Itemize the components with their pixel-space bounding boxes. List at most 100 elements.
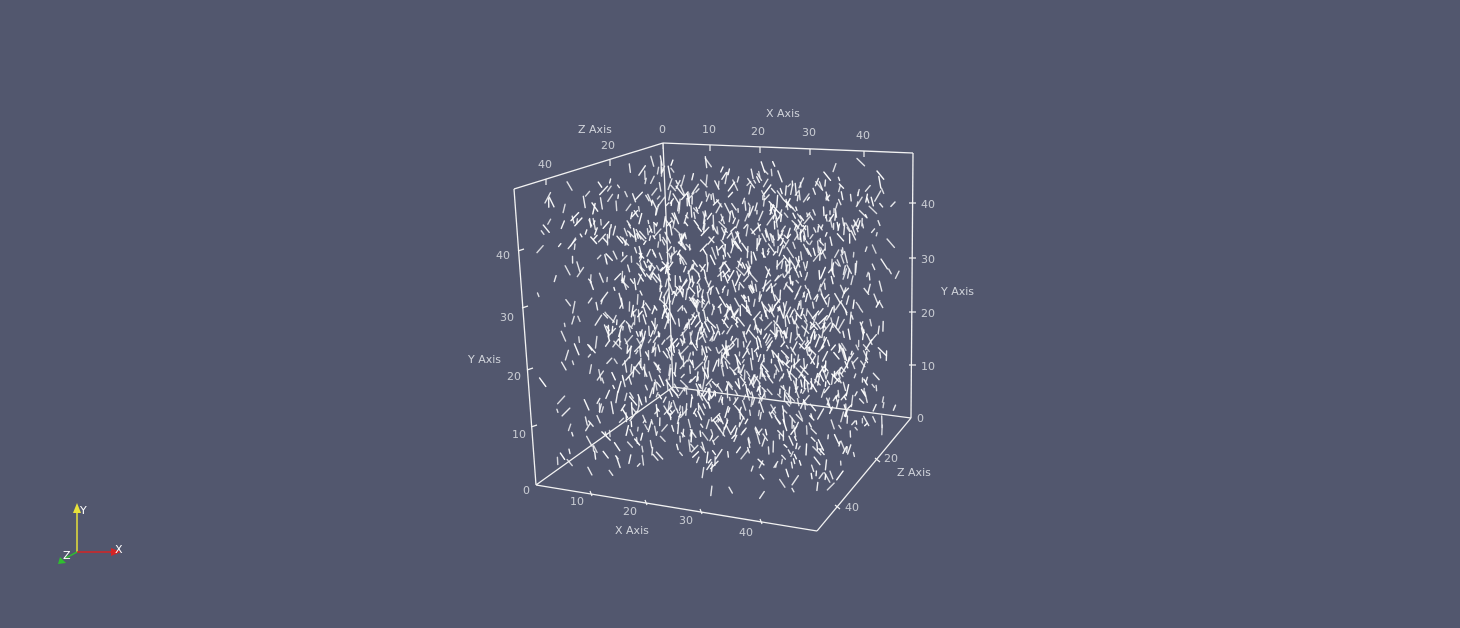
vector-glyph (656, 364, 660, 371)
vector-glyph (659, 267, 664, 271)
vector-glyph (840, 440, 846, 452)
vector-glyph (779, 306, 784, 319)
vector-glyph (854, 391, 858, 397)
vector-glyph (569, 237, 577, 247)
vector-glyph (840, 411, 845, 423)
vector-glyph (563, 322, 566, 328)
vector-glyph (731, 202, 737, 211)
vector-glyph (568, 448, 571, 455)
vector-glyph (837, 318, 845, 331)
vector-glyph (822, 206, 825, 217)
vector-glyph (597, 181, 603, 188)
vector-glyph (752, 251, 757, 261)
vector-glyph (696, 456, 700, 464)
vector-glyph (620, 404, 626, 412)
vector-glyph (794, 182, 797, 196)
vector-glyph (851, 314, 854, 320)
vector-glyph (761, 392, 766, 399)
vector-glyph (803, 216, 811, 225)
vector-glyph (649, 273, 654, 280)
vector-glyph (682, 257, 688, 265)
vector-glyph (780, 213, 783, 223)
vector-glyph (680, 174, 686, 187)
vector-glyph (842, 347, 847, 359)
vector-glyph (724, 405, 729, 419)
vector-glyph (734, 427, 738, 437)
vector-glyph (738, 366, 742, 374)
vector-glyph (786, 233, 792, 240)
vector-glyph (705, 346, 708, 353)
vector-glyph (724, 243, 727, 251)
vector-glyph (806, 225, 809, 238)
vector-glyph (540, 230, 545, 236)
vector-glyph (798, 367, 806, 379)
vector-glyph (670, 312, 677, 325)
z-tick-label-top: 20 (601, 139, 615, 152)
vector-glyph (771, 350, 775, 358)
vector-glyph (666, 220, 673, 227)
vector-glyph (687, 278, 692, 291)
vector-glyph (747, 305, 751, 313)
vector-glyph (691, 183, 699, 195)
vector-glyph (818, 472, 824, 479)
vector-glyph (720, 365, 725, 377)
vector-glyph (843, 404, 846, 410)
vector-glyph (857, 220, 861, 230)
vector-glyph (644, 177, 647, 185)
vector-glyph (812, 209, 816, 216)
vector-glyph (648, 228, 652, 233)
vector-glyph (810, 427, 817, 435)
vector-glyph (584, 229, 588, 235)
vector-glyph (674, 362, 677, 376)
vector-glyph (810, 436, 816, 442)
vector-glyph (653, 361, 661, 374)
vector-glyph (839, 284, 845, 295)
vector-glyph (785, 360, 791, 366)
vector-glyph (807, 309, 815, 321)
vector-glyph (809, 334, 813, 344)
vector-glyph (783, 281, 788, 290)
vector-glyph (616, 235, 624, 244)
vector-glyph (691, 341, 698, 351)
vector-glyph (727, 191, 734, 198)
vector-glyph (826, 482, 835, 491)
vector-glyph (795, 367, 804, 377)
vector-glyph (696, 278, 701, 284)
vector-glyph (613, 442, 621, 452)
vector-glyph (702, 300, 710, 312)
vector-glyph (673, 212, 680, 225)
vector-glyph (757, 222, 761, 232)
vector-glyph (683, 323, 688, 330)
vector-glyph (547, 218, 552, 225)
vector-glyph (647, 193, 653, 205)
vector-glyph (617, 194, 620, 200)
vector-glyph (823, 336, 826, 341)
vector-glyph (603, 324, 610, 336)
vector-glyph (670, 167, 675, 173)
vector-glyph (791, 475, 799, 486)
vector-glyph (587, 420, 594, 427)
vector-glyph (824, 179, 827, 187)
vector-glyph (587, 297, 593, 304)
vector-glyph (734, 366, 739, 371)
vector-glyph (668, 367, 672, 381)
vector-glyph (658, 252, 663, 261)
vector-glyph (653, 222, 656, 234)
vector-glyph (793, 234, 799, 241)
vector-glyph (615, 390, 619, 404)
vector-glyph (823, 366, 829, 372)
vector-glyph (675, 342, 680, 347)
vector-glyph (819, 249, 821, 261)
vector-glyph (602, 313, 609, 319)
vector-glyph (823, 171, 832, 182)
vector-glyph (679, 451, 683, 457)
vector-glyph (707, 401, 711, 409)
vector-glyph (734, 240, 743, 252)
vector-glyph (714, 180, 720, 190)
axis-ticks (517, 143, 916, 525)
vector-glyph (722, 247, 726, 253)
vector-glyph (795, 413, 804, 422)
vector-glyph (689, 340, 692, 345)
vector-glyph (851, 420, 856, 426)
